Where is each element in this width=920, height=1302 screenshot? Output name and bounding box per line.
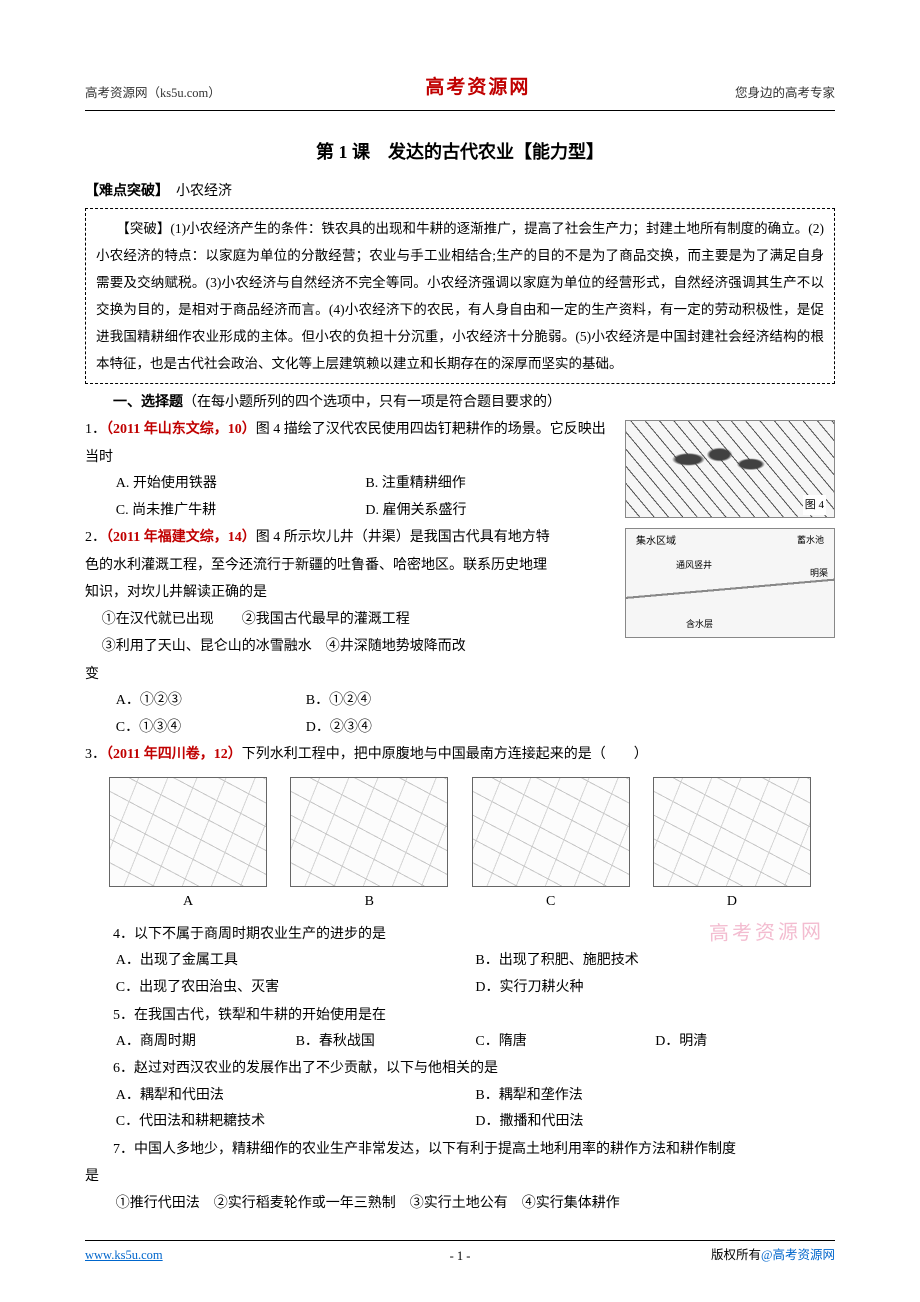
q6-options: A．耦犁和代田法 B．耦犁和垄作法 C．代田法和耕耙耱技术 D．撒播和代田法 [85,1083,835,1136]
question-7: 7．中国人多地少，精耕细作的农业生产非常发达，以下有利于提高土地利用率的耕作方法… [85,1136,835,1163]
header-right: 您身边的高考专家 [735,82,835,106]
map-c-lines [473,778,629,886]
map-a-lines [110,778,266,886]
q3-opt-d: D [653,889,811,916]
q1-opt-b: B. 注重精耕细作 [365,471,615,498]
q3-map-row [85,777,835,887]
q5-opt-d: D．明清 [655,1029,835,1056]
question-4: 4．以下不属于商周时期农业生产的进步的是 [85,921,835,948]
question-5: 5．在我国古代，铁犁和牛耕的开始使用是在 [85,1002,835,1029]
q5-opt-c: C．隋唐 [475,1029,655,1056]
q1-source: （2011 年山东文综，10） [106,422,256,437]
question-7b: 是 [85,1163,835,1190]
figure-4-farming: 图 4 [625,420,835,518]
map-c [472,777,630,887]
map-b [290,777,448,887]
q2-opt-d: D．②③④ [306,715,496,742]
q4-opt-b: B．出现了积肥、施肥技术 [475,948,835,975]
q3-opt-c: C [472,889,630,916]
q4-opt-a: A．出现了金属工具 [116,948,476,975]
map-b-lines [291,778,447,886]
q7-statements: ①推行代田法 ②实行稻麦轮作或一年三熟制 ③实行土地公有 ④实行集体耕作 [85,1191,835,1218]
question-2: 2．（2011 年福建文综，14）图 4 所示坎儿井（井渠）是我国古代具有地方特… [85,524,835,660]
q2-stmt-4b: 变 [85,661,835,688]
q4-opt-d: D．实行刀耕火种 [475,975,835,1002]
difficulty-subtitle: 【难点突破】 小农经济 [85,179,835,206]
q1-opt-d: D. 雇佣关系盛行 [365,498,615,525]
q2-opt-a: A．①②③ [116,688,306,715]
page-title: 第 1 课 发达的古代农业【能力型】 [85,135,835,169]
q2-opt-c: C．①③④ [116,715,306,742]
header-left: 高考资源网（ks5u.com） [85,82,221,106]
section-1-rest: （在每小题所列的四个选项中，只有一项是符合题目要求的） [183,395,561,410]
q3-source: （2011 年四川卷，12） [106,747,242,762]
q1-opt-c: C. 尚未推广牛耕 [116,498,366,525]
map-a [109,777,267,887]
q3-labels: A B C D [85,889,835,916]
figure-4-caption: 图 4 [803,495,826,516]
q3-text: 下列水利工程中，把中原腹地与中国最南方连接起来的是（ ） [242,747,648,762]
difficulty-text: 小农经济 [162,184,232,199]
page-footer: www.ks5u.com - 1 - 版权所有@高考资源网 [85,1240,835,1268]
map-d [653,777,811,887]
section-1-heading: 一、选择题（在每小题所列的四个选项中，只有一项是符合题目要求的） [85,390,835,417]
q6-opt-a: A．耦犁和代田法 [116,1083,476,1110]
q6-opt-b: B．耦犁和垄作法 [475,1083,835,1110]
q2-source: （2011 年福建文综，14） [106,530,256,545]
q5-opt-b: B．春秋战国 [296,1029,476,1056]
question-6: 6．赵过对西汉农业的发展作出了不少贡献，以下与他相关的是 [85,1055,835,1082]
q4-opt-c: C．出现了农田治虫、灭害 [116,975,476,1002]
q5-options: A．商周时期 B．春秋战国 C．隋唐 D．明清 [85,1029,835,1056]
q2-opt-b: B．①②④ [306,688,496,715]
breakthrough-box: 【突破】(1)小农经济产生的条件：铁农具的出现和牛耕的逐渐推广，提高了社会生产力… [85,208,835,384]
q2-num: 2． [85,530,106,545]
section-1-bold: 一、选择题 [113,395,183,410]
footer-page-num: - 1 - [85,1245,835,1269]
q1-opt-a: A. 开始使用铁器 [116,471,366,498]
q2-stmt-4: ④井深随地势坡降而改 [326,639,466,654]
q3-num: 3． [85,747,106,762]
q3-opt-a: A [109,889,267,916]
q3-opt-b: B [290,889,448,916]
q2-stmt-1: ①在汉代就已出现 [102,612,214,627]
q1-options: A. 开始使用铁器 B. 注重精耕细作 C. 尚未推广牛耕 D. 雇佣关系盛行 [85,471,615,524]
q4-options: A．出现了金属工具 B．出现了积肥、施肥技术 C．出现了农田治虫、灭害 D．实行… [85,948,835,1001]
map-d-lines [654,778,810,886]
page-header: 高考资源网（ks5u.com） 高考资源网 您身边的高考专家 [85,70,835,111]
q5-opt-a: A．商周时期 [116,1029,296,1056]
question-3: 3．（2011 年四川卷，12）下列水利工程中，把中原腹地与中国最南方连接起来的… [85,741,835,768]
q1-num: 1． [85,422,106,437]
q2-options: A．①②③ B．①②④ C．①③④ D．②③④ [85,688,835,741]
q2-stmt-2: ②我国古代最早的灌溉工程 [242,612,410,627]
q6-opt-c: C．代田法和耕耙耱技术 [116,1109,476,1136]
header-logo-text: 高考资源网 [425,70,530,106]
q2-stmt-3: ③利用了天山、昆仑山的冰雪融水 [102,639,312,654]
difficulty-label: 【难点突破】 [85,184,162,199]
q6-opt-d: D．撒播和代田法 [475,1109,835,1136]
